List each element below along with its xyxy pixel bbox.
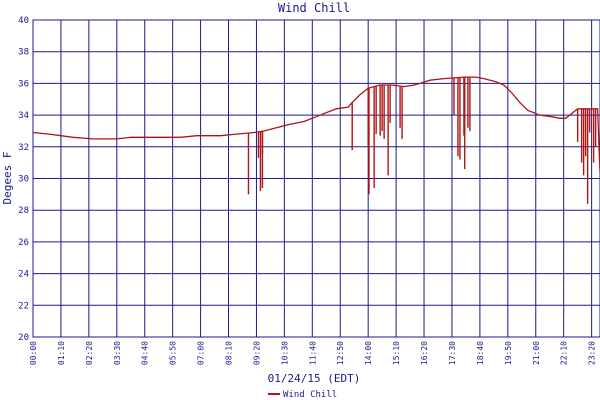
x-tick-label: 11:40 (308, 341, 317, 365)
y-tick-label: 40 (18, 16, 29, 26)
y-tick-label: 28 (18, 206, 29, 216)
y-tick-label: 26 (18, 238, 29, 248)
x-tick-label: 10:30 (280, 341, 289, 365)
grid-lines (32, 19, 600, 338)
x-tick-label: 02:20 (85, 341, 94, 365)
x-tick-label: 12:50 (336, 341, 345, 365)
y-tick-label: 20 (18, 333, 29, 343)
legend-label: Wind Chill (283, 390, 337, 400)
y-tick-label: 24 (18, 270, 29, 280)
x-tick-label: 16:20 (420, 341, 429, 365)
y-axis-ticks: 20 22 24 26 28 30 32 34 36 38 40 (18, 16, 29, 343)
x-tick-label: 00:00 (29, 341, 38, 365)
chart-title: Wind Chill (278, 1, 350, 15)
y-tick-label: 22 (18, 301, 29, 311)
x-tick-label: 19:50 (504, 341, 513, 365)
x-tick-label: 14:00 (364, 341, 373, 365)
x-tick-label: 01:10 (57, 341, 66, 365)
y-tick-label: 30 (18, 175, 29, 185)
x-tick-label: 23:20 (588, 341, 597, 365)
y-axis-label: Degees F (1, 152, 14, 205)
x-tick-label: 09:20 (252, 341, 261, 365)
x-tick-label: 07:00 (197, 341, 206, 365)
x-tick-label: 17:30 (448, 341, 457, 365)
x-tick-label: 21:00 (532, 341, 541, 365)
y-tick-label: 34 (18, 111, 29, 121)
x-tick-label: 22:10 (560, 341, 569, 365)
x-tick-label: 04:40 (141, 341, 150, 365)
series-wind-chill (32, 76, 600, 204)
x-tick-label: 03:30 (113, 341, 122, 365)
x-axis-label: 01/24/15 (EDT) (268, 372, 361, 385)
x-tick-label: 15:10 (392, 341, 401, 365)
x-axis-ticks: 00:00 01:10 02:20 03:30 04:40 05:50 07:00 08:10… (29, 341, 597, 365)
x-tick-label: 08:10 (225, 341, 234, 365)
x-tick-label: 18:40 (476, 341, 485, 365)
y-tick-label: 36 (18, 79, 29, 89)
y-tick-label: 32 (18, 143, 29, 153)
x-tick-label: 05:50 (169, 341, 178, 365)
legend: Wind Chill (268, 390, 337, 400)
y-tick-label: 38 (18, 48, 29, 58)
